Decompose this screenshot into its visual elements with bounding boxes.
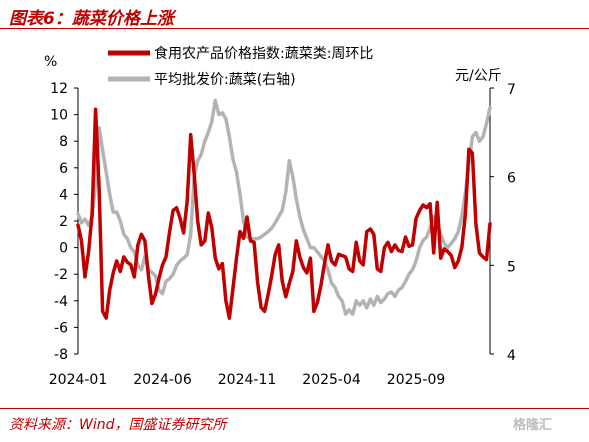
chart-title: 图表6：蔬菜价格上涨 [9,9,174,29]
left-tick-label: 2 [59,214,68,230]
source-note: 资料来源：Wind，国盛证券研究所 [9,417,227,433]
x-tick-label: 2024-01 [49,372,108,388]
left-tick-label: 8 [59,134,68,150]
right-axis-unit: 元/公斤 [455,68,502,84]
x-tick-label: 2024-11 [218,372,277,388]
right-tick-label: 7 [507,82,516,98]
left-tick-label: 10 [50,108,68,124]
left-axis-unit: % [44,54,57,70]
left-tick-label: 6 [59,161,68,177]
legend-label: 食用农产品价格指数:蔬菜类:周环比 [154,45,373,62]
left-tick-label: -6 [54,320,68,336]
right-tick-label: 5 [507,259,516,275]
right-tick-label: 6 [507,171,516,187]
left-tick-label: -4 [54,294,68,310]
right-tick-label: 4 [507,348,516,364]
left-tick-label: 0 [59,241,68,257]
title-divider [0,28,589,29]
left-tick-label: 12 [50,81,68,97]
left-tick-label: 4 [59,187,68,203]
x-tick-label: 2025-09 [387,372,446,388]
left-tick-label: -8 [54,347,68,363]
legend-label: 平均批发价:蔬菜(右轴) [154,72,296,88]
left-tick-label: -2 [54,267,68,283]
x-tick-label: 2024-06 [133,372,192,388]
watermark-logo: 格隆汇 [513,418,553,433]
x-tick-label: 2025-04 [302,372,361,388]
source-divider [0,408,589,409]
series-line-weekly-change [76,107,492,320]
